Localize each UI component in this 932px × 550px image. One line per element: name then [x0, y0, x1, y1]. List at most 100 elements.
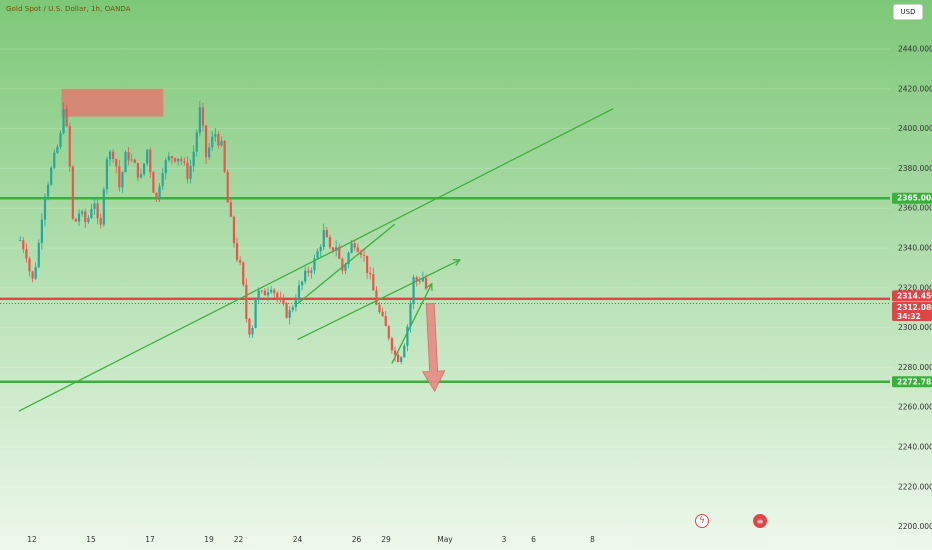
price-tick-label: 2360.000	[898, 204, 932, 213]
candle-body	[266, 292, 270, 296]
candle-body	[331, 247, 335, 251]
candle-body	[313, 258, 316, 271]
candle-body	[62, 108, 65, 134]
candle-body	[403, 345, 406, 358]
candle-body	[307, 270, 310, 273]
candle-body	[288, 310, 291, 318]
candle-body	[65, 108, 68, 127]
candle-body	[87, 218, 90, 223]
candle-body	[393, 350, 397, 355]
candle-body	[183, 161, 186, 163]
time-tick-label: 6	[531, 535, 536, 544]
candle-body	[232, 216, 236, 244]
candle-body	[195, 132, 198, 152]
time-tick-label: 8	[590, 535, 595, 544]
candle-body	[74, 218, 78, 222]
candle-body	[99, 218, 102, 225]
candle-body	[204, 125, 208, 158]
arrow-line	[297, 259, 461, 341]
time-tick-label: 29	[381, 535, 391, 544]
candle-body	[112, 151, 115, 160]
candle-body	[263, 290, 267, 296]
candle-body	[421, 277, 424, 282]
candle-body	[297, 285, 301, 301]
candle-body	[46, 184, 50, 197]
candle-body	[319, 247, 322, 252]
candle-body	[149, 149, 152, 173]
candle-body	[316, 251, 319, 259]
price-tick-label: 2340.000	[898, 244, 932, 253]
price-tick-label: 2200.000	[898, 522, 932, 531]
candle-body	[189, 165, 192, 179]
candle-body	[294, 300, 297, 308]
candle-body	[84, 211, 87, 223]
candle-body	[93, 203, 96, 209]
candle-body	[353, 243, 356, 248]
candle-body	[325, 229, 328, 238]
price-tick-label: 2280.000	[898, 363, 932, 372]
candle-body	[396, 354, 400, 362]
candle-body	[245, 284, 248, 319]
candle-body	[155, 192, 158, 200]
candle-body	[220, 141, 223, 146]
candle-body	[152, 172, 155, 193]
candle-body	[254, 299, 257, 328]
candle-body	[409, 303, 412, 327]
candle-body	[77, 213, 81, 222]
grid	[0, 48, 890, 528]
trendlines	[18, 108, 614, 412]
candle-body	[359, 251, 363, 255]
time-tick-label: 15	[86, 535, 96, 544]
symbol-title: Gold Spot / U.S. Dollar, 1h, OANDA	[6, 5, 131, 13]
time-tick-label: 12	[27, 535, 37, 544]
price-tick-label: 2420.000	[898, 84, 932, 93]
us-flag-icon[interactable]: ≡	[753, 514, 767, 528]
candle-body	[282, 299, 285, 304]
channel-line	[297, 223, 396, 305]
candle-body	[139, 174, 143, 178]
candle-body	[285, 303, 288, 318]
candle-body	[291, 307, 294, 311]
level-tag-upper-text: 2365.004	[897, 194, 932, 203]
candle-body	[102, 189, 105, 225]
candle-body	[53, 152, 56, 168]
candle-body	[50, 167, 53, 185]
candle-body	[43, 196, 47, 220]
currency-button[interactable]: USD	[893, 4, 923, 20]
candle-body	[130, 159, 133, 161]
price-tick-label: 2260.000	[898, 403, 932, 412]
price-tick-label: 2240.000	[898, 443, 932, 452]
level-tag-lower-text: 2272.783	[897, 377, 932, 386]
time-axis: 12 15 17 19 22 24 26 29 May 3 6 8	[27, 535, 595, 544]
arrow-line	[391, 283, 433, 364]
candle-body	[375, 290, 378, 305]
level-tag-lower	[892, 376, 932, 388]
price-tick-label: 2300.000	[898, 323, 932, 332]
candle-body	[105, 159, 109, 190]
price-tick-label: 2440.000	[898, 45, 932, 54]
time-tick-label: 24	[293, 535, 303, 544]
candle-body	[133, 159, 136, 163]
candle-body	[384, 315, 387, 327]
time-tick-label: 26	[352, 535, 362, 544]
candle-body	[369, 272, 372, 275]
candle-body	[90, 208, 93, 219]
price-tick-label: 2380.000	[898, 164, 932, 173]
candle-body	[381, 311, 384, 316]
candle-body	[257, 290, 260, 300]
candle-body	[350, 243, 353, 253]
forecast-arrow	[421, 303, 446, 393]
last-price-tag	[892, 290, 932, 302]
time-tick-label: May	[437, 535, 453, 544]
candle-body	[344, 264, 347, 271]
lightning-icon[interactable]: ϟ	[695, 514, 709, 528]
arrow-head	[425, 282, 433, 291]
candle-body	[28, 258, 31, 272]
candle-body	[341, 258, 344, 271]
candle-body	[412, 277, 415, 304]
supply-zone	[61, 88, 164, 117]
candle-body	[59, 133, 62, 147]
